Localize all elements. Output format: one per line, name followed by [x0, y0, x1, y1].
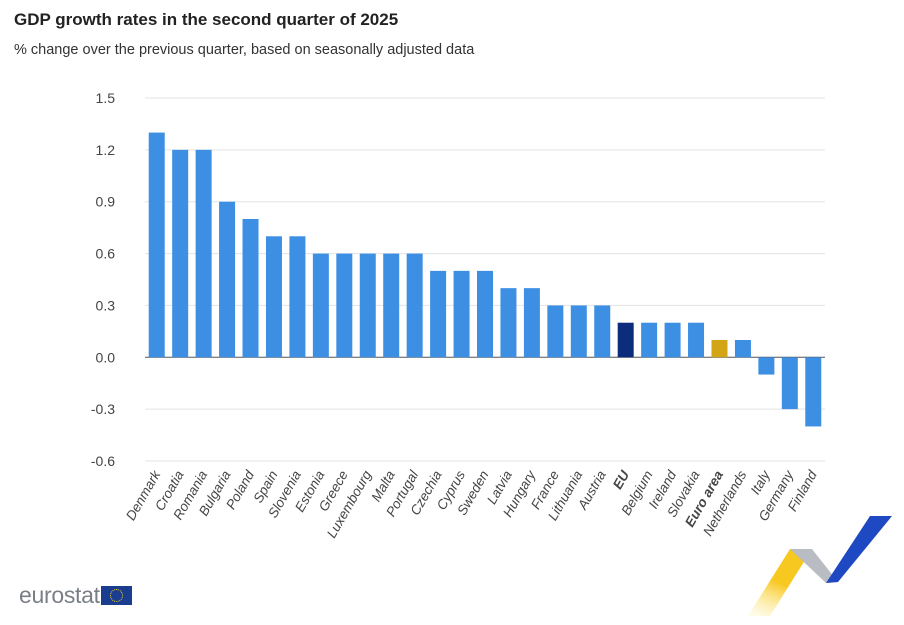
bar-euro-area: [711, 340, 728, 358]
logo-text: eurostat: [19, 582, 100, 608]
bar-luxembourg: [359, 253, 376, 358]
x-tick-label: EU: [610, 467, 633, 492]
bar-hungary: [523, 288, 540, 358]
y-tick-label: 1.2: [96, 142, 116, 158]
bar-latvia: [500, 288, 517, 358]
y-tick-label: -0.3: [91, 401, 115, 417]
y-tick-label: 0.3: [96, 297, 116, 313]
bar-finland: [805, 357, 822, 427]
bar-ireland: [664, 322, 681, 358]
y-tick-label: 0.0: [96, 349, 116, 365]
bar-denmark: [148, 132, 165, 358]
eurostat-logo: eurostat: [19, 582, 132, 609]
y-tick-label: 0.6: [96, 246, 116, 262]
bar-germany: [781, 357, 798, 410]
bar-spain: [265, 236, 282, 358]
bar-lithuania: [570, 305, 587, 358]
bar-belgium: [641, 322, 658, 358]
bar-estonia: [312, 253, 329, 358]
eu-flag-icon: [100, 586, 132, 605]
bar-malta: [383, 253, 400, 358]
bar-cyprus: [453, 270, 470, 358]
bar-slovakia: [688, 322, 705, 358]
bar-netherlands: [734, 340, 751, 358]
chart-subtitle: % change over the previous quarter, base…: [14, 42, 475, 58]
bar-croatia: [172, 149, 189, 358]
y-tick-label: 1.5: [96, 90, 116, 106]
y-tick-label: -0.6: [91, 453, 115, 469]
bar-france: [547, 305, 564, 358]
bar-eu: [617, 322, 634, 358]
bar-greece: [336, 253, 353, 358]
bar-poland: [242, 219, 259, 358]
bar-czechia: [430, 270, 447, 358]
bar-slovenia: [289, 236, 306, 358]
bar-austria: [594, 305, 611, 358]
bar-bulgaria: [219, 201, 236, 358]
bar-portugal: [406, 253, 423, 358]
chart-title: GDP growth rates in the second quarter o…: [14, 10, 399, 29]
y-tick-label: 0.9: [96, 194, 116, 210]
bar-romania: [195, 149, 212, 358]
bar-sweden: [477, 270, 493, 358]
bar-italy: [758, 357, 775, 375]
